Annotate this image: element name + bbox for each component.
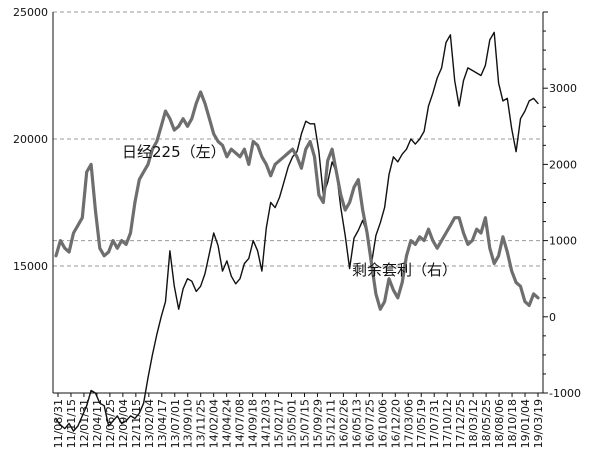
x-tick-label-17: 15/02/17 [273, 399, 286, 448]
right-tick-label-0: -1000 [549, 387, 581, 400]
x-tick-label-10: 13/09/10 [182, 399, 195, 448]
x-tick-label-36: 19/01/04 [519, 399, 532, 448]
nikkei-annotation: 日经225（左） [122, 143, 226, 161]
x-tick-label-31: 17/12/25 [454, 399, 467, 448]
x-tick-label-24: 16/07/25 [363, 399, 376, 448]
x-tick-label-19: 15/07/15 [298, 399, 311, 448]
x-tick-label-9: 13/07/01 [169, 399, 182, 448]
x-tick-label-2: 12/01/31 [78, 399, 91, 448]
left-tick-label-2: 25000 [13, 6, 48, 19]
x-tick-label-5: 12/09/04 [117, 399, 130, 448]
x-tick-label-34: 18/08/06 [493, 399, 506, 448]
x-tick-label-33: 18/05/25 [480, 399, 493, 448]
x-tick-label-28: 17/05/19 [415, 399, 428, 448]
series-layer [54, 31, 540, 432]
x-tick-label-25: 16/10/06 [376, 399, 389, 448]
arbitrage-annotation: 剩余套利（右） [352, 261, 457, 279]
right-axis-ticks: -1000 0 1000 2000 3000 [543, 11, 581, 400]
x-tick-label-8: 13/04/17 [156, 399, 169, 448]
left-tick-label-1: 20000 [13, 133, 48, 146]
x-tick-label-15: 14/09/18 [247, 399, 260, 448]
x-tick-label-3: 12/04/11 [91, 399, 104, 448]
x-tick-label-7: 13/02/04 [143, 399, 156, 448]
x-tick-label-18: 15/05/01 [286, 399, 299, 448]
x-tick-label-16: 14/12/03 [260, 399, 273, 448]
x-tick-label-23: 16/05/13 [350, 399, 363, 448]
x-tick-label-1: 11/11/15 [65, 399, 78, 448]
x-tick-label-29: 17/07/31 [428, 399, 441, 448]
x-tick-label-20: 15/09/29 [311, 399, 324, 448]
x-tick-label-14: 14/07/08 [234, 399, 247, 448]
left-axis-ticks: 15000 20000 25000 [13, 6, 48, 273]
x-tick-label-30: 17/10/12 [441, 399, 454, 448]
x-tick-label-32: 18/03/12 [467, 399, 480, 448]
x-tick-label-13: 14/04/24 [221, 399, 234, 448]
x-axis-ticks: 11/08/31 11/11/15 12/01/31 12/04/11 12/06/25… [52, 393, 545, 448]
x-tick-label-12: 14/02/04 [208, 399, 221, 448]
nikkei-series-line [55, 31, 539, 432]
left-tick-label-0: 15000 [13, 260, 48, 273]
gridlines [53, 11, 543, 267]
x-tick-label-21: 15/12/11 [324, 399, 337, 448]
arbitrage-series-line [54, 90, 540, 311]
x-tick-label-6: 12/11/15 [130, 399, 143, 448]
right-tick-label-2: 1000 [549, 235, 577, 248]
x-tick-label-26: 16/12/20 [389, 399, 402, 448]
x-tick-label-0: 11/08/31 [52, 399, 65, 448]
x-tick-label-35: 18/10/18 [506, 399, 519, 448]
right-tick-label-1: 0 [549, 311, 556, 324]
x-tick-label-37: 19/03/19 [532, 399, 545, 448]
right-tick-label-3: 2000 [549, 158, 577, 171]
x-tick-label-22: 16/02/26 [337, 399, 350, 448]
right-tick-label-4: 3000 [549, 82, 577, 95]
x-tick-label-27: 17/03/06 [402, 399, 415, 448]
x-tick-label-11: 13/11/25 [195, 399, 208, 448]
